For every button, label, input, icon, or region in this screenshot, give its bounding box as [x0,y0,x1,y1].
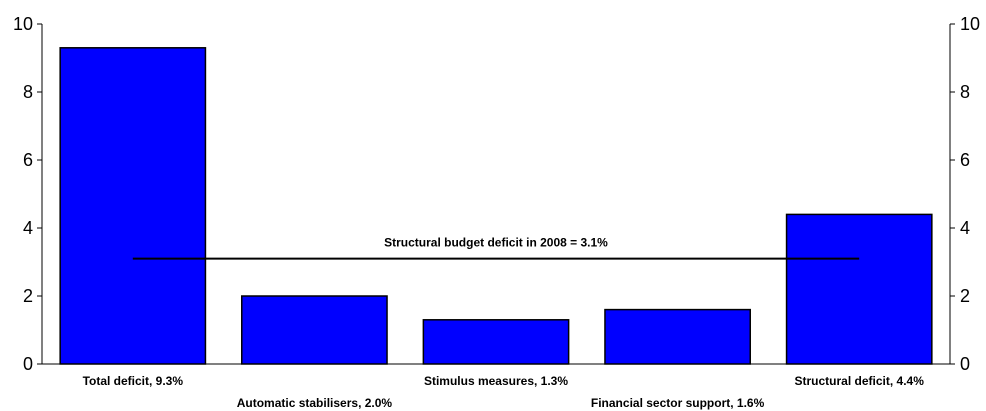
y-tick-label-right: 8 [960,82,970,102]
category-label: Financial sector support, 1.6% [591,396,765,410]
reference-line-label: Structural budget deficit in 2008 = 3.1% [384,236,608,250]
category-label: Structural deficit, 4.4% [795,374,925,388]
category-labels: Total deficit, 9.3% Automatic stabilisers… [83,374,925,410]
bar [604,308,751,365]
y-ticks-left: 0 2 4 6 8 10 [13,14,42,374]
y-tick-label-right: 6 [960,150,970,170]
y-tick-label-left: 0 [23,354,33,374]
reference-line-group: Structural budget deficit in 2008 = 3.1% [132,236,860,260]
category-label: Automatic stabilisers, 2.0% [237,396,393,410]
category-label: Stimulus measures, 1.3% [424,374,568,388]
y-tick-label-left: 10 [13,14,33,34]
bar [59,47,207,365]
y-tick-label-left: 4 [23,218,33,238]
y-tick-label-left: 8 [23,82,33,102]
y-tick-label-right: 0 [960,354,970,374]
y-tick-label-left: 6 [23,150,33,170]
y-tick-label-right: 10 [960,14,980,34]
y-tick-label-left: 2 [23,286,33,306]
y-tick-label-right: 2 [960,286,970,306]
category-label: Total deficit, 9.3% [83,374,184,388]
y-tick-label-right: 4 [960,218,970,238]
axes-group [41,24,951,365]
bar [422,319,570,365]
bars-group [59,47,933,365]
bar [241,295,388,365]
y-ticks-right: 0 2 4 6 8 10 [950,14,980,374]
bar [785,213,933,365]
